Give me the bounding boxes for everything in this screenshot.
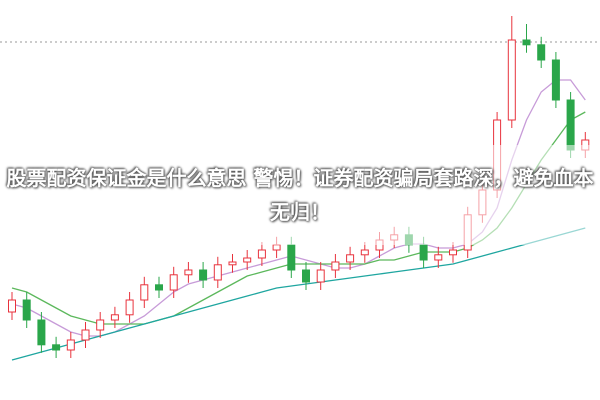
candle-body <box>155 284 163 291</box>
candle-body <box>449 249 457 256</box>
candle-body <box>551 59 560 101</box>
candle-body <box>140 284 149 301</box>
candle-body <box>419 244 428 261</box>
candle-body <box>522 39 531 46</box>
candle-body <box>257 249 266 259</box>
candle-body <box>287 244 296 271</box>
candle-body <box>272 244 281 251</box>
title-banner: 股票配资保证金是什么意思 警惕！证券配资骗局套路深，避免血本无归！ <box>0 145 600 245</box>
candle-body <box>360 249 369 256</box>
candle-body <box>331 261 340 271</box>
candle-body <box>537 44 546 61</box>
candle-body <box>213 264 222 281</box>
chart-title: 股票配资保证金是什么意思 警惕！证券配资骗局套路深，避免血本无归！ <box>6 166 594 224</box>
candle-body <box>8 299 16 313</box>
candle-body <box>302 269 310 283</box>
candle-body <box>566 99 575 151</box>
candle-body <box>346 254 355 263</box>
candle-body <box>169 274 178 291</box>
candle-body <box>66 339 75 351</box>
candle-body <box>125 299 134 316</box>
moving-average-line <box>11 227 586 361</box>
candle-body <box>81 329 90 341</box>
candle-body <box>316 269 325 283</box>
candle-body <box>507 39 516 121</box>
candle-body <box>199 269 208 281</box>
candle-body <box>110 314 119 321</box>
candle-body <box>37 319 46 346</box>
candle-body <box>22 299 31 321</box>
candle-body <box>52 344 61 351</box>
candle-body <box>228 261 237 266</box>
candle-body <box>96 319 105 331</box>
candle-body <box>243 257 252 263</box>
candle-body <box>434 254 443 261</box>
candle-body <box>184 269 193 276</box>
